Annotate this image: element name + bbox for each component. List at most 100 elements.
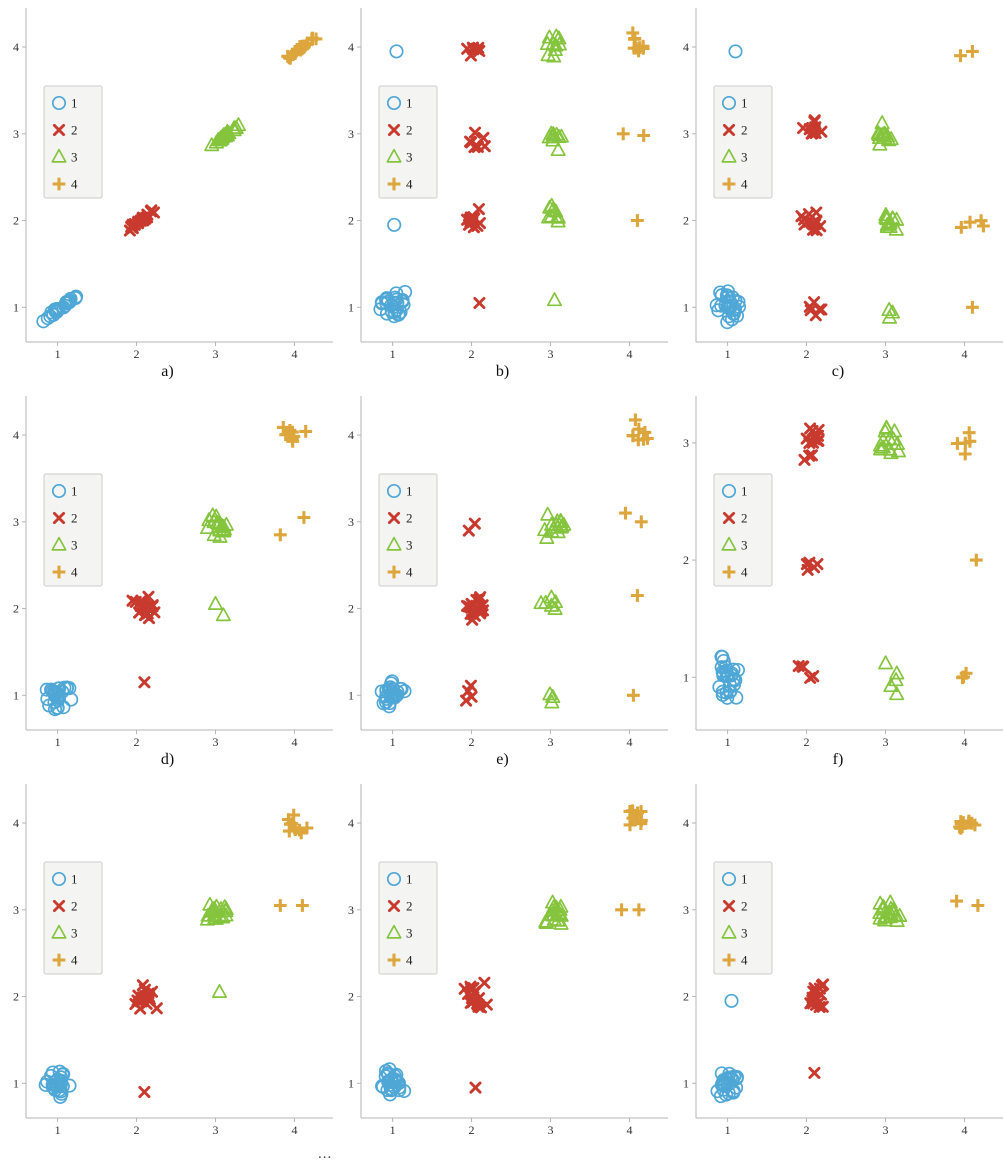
marker-triangle <box>875 432 891 447</box>
legend: 1 2 3 4 <box>378 473 438 587</box>
marker-triangle <box>386 924 402 939</box>
marker-circle <box>721 483 737 499</box>
marker-x <box>804 304 817 317</box>
tick-labels: 1 2 3 4 1 2 3 4 <box>348 816 632 1137</box>
marker-triangle <box>215 523 232 538</box>
marker-x <box>800 558 813 571</box>
marker-triangle <box>889 435 905 450</box>
legend-label: 1 <box>741 484 748 499</box>
y-tick-label: 3 <box>348 903 354 917</box>
legend-label: 2 <box>741 511 748 526</box>
marker-plus <box>632 903 646 917</box>
marker-triangle <box>872 895 888 910</box>
marker-triangle <box>884 304 901 319</box>
legend-label: 2 <box>71 899 78 914</box>
legend-label: 4 <box>71 177 78 192</box>
marker-circle <box>51 871 67 887</box>
legend-box <box>713 85 773 199</box>
legend-label: 3 <box>71 150 78 165</box>
marker-circle <box>386 483 402 499</box>
marker-plus <box>296 899 309 912</box>
marker-plus <box>301 37 314 50</box>
marker-triangle <box>542 199 558 214</box>
marker-plus <box>965 816 979 830</box>
x-tick-label: 1 <box>55 1123 61 1137</box>
marker-plus <box>273 899 287 912</box>
marker-triangle <box>885 431 902 446</box>
marker-circle <box>51 95 67 111</box>
marker-x <box>473 44 486 58</box>
marker-circle <box>55 1067 70 1082</box>
marker-x <box>134 1002 147 1015</box>
scatter-plot-d: 1 2 3 4 1 2 3 4 1 2 3 4 <box>13 396 333 749</box>
x-tick-label: 1 <box>725 1123 731 1137</box>
legend: 1 2 3 4 <box>378 85 438 199</box>
y-tick-label: 1 <box>13 1076 19 1090</box>
marker-triangle <box>553 512 569 527</box>
marker-x <box>805 449 818 462</box>
marker-x <box>465 690 478 703</box>
marker-x <box>136 979 149 992</box>
marker-triangle <box>550 142 566 157</box>
marker-plus <box>966 300 979 314</box>
axes <box>692 8 1003 346</box>
marker-triangle <box>877 908 893 923</box>
marker-triangle <box>545 689 561 704</box>
marker-triangle <box>550 213 566 228</box>
marker-x <box>135 594 148 607</box>
marker-x <box>387 899 401 913</box>
marker-circle <box>728 44 743 59</box>
legend-label: 4 <box>741 953 748 968</box>
y-tick-label: 1 <box>348 1076 354 1090</box>
scatter-plot-i: 1 2 3 4 1 2 3 4 1 2 3 4 <box>683 784 1003 1137</box>
y-tick-label: 1 <box>683 300 689 314</box>
marker-x <box>478 140 491 153</box>
y-tick-label: 3 <box>683 903 689 917</box>
marker-x <box>807 670 820 683</box>
x-tick-label: 4 <box>626 1123 632 1137</box>
marker-x <box>472 1000 485 1013</box>
marker-plus <box>629 41 643 55</box>
marker-plus <box>631 214 644 227</box>
y-tick-label: 4 <box>348 40 354 54</box>
marker-plus <box>52 177 66 191</box>
marker-plus <box>722 953 736 967</box>
marker-triangle <box>543 597 560 612</box>
marker-plus <box>969 553 983 567</box>
marker-circle <box>389 292 404 307</box>
marker-x <box>464 215 477 228</box>
marker-circle <box>719 685 734 700</box>
marker-plus <box>950 894 963 908</box>
marker-plus <box>958 447 972 461</box>
x-tick-label: 3 <box>213 1123 219 1137</box>
tick-labels: 1 2 3 4 1 2 3 <box>683 436 967 749</box>
marker-circle <box>389 286 404 301</box>
y-tick-label: 4 <box>683 816 689 830</box>
marker-triangle <box>51 536 67 551</box>
legend-label: 3 <box>741 150 748 165</box>
marker-plus <box>299 425 313 438</box>
y-tick-label: 2 <box>348 990 354 1004</box>
scatter-plot-e: 1 2 3 4 1 2 3 4 1 2 3 4 <box>348 396 668 749</box>
legend-label: 3 <box>406 926 413 941</box>
legend-label: 3 <box>406 150 413 165</box>
subplot-caption-c: c) <box>831 363 845 380</box>
marker-plus <box>634 515 648 529</box>
x-tick-label: 4 <box>291 1123 297 1137</box>
marker-x <box>806 424 819 438</box>
marker-triangle <box>889 912 905 927</box>
tick-labels: 1 2 3 4 1 2 3 4 <box>683 816 967 1137</box>
truncated-caption-ellipsis: ... <box>318 1146 333 1162</box>
marker-circle <box>55 684 70 699</box>
tick-labels: 1 2 3 4 1 2 3 4 <box>348 428 632 749</box>
legend-label: 3 <box>406 538 413 553</box>
marker-circle <box>389 44 404 59</box>
marker-triangle <box>218 901 234 916</box>
marker-triangle <box>883 900 899 915</box>
x-tick-label: 3 <box>883 347 889 361</box>
marker-x <box>798 453 811 466</box>
subplot-cell-i: 1 2 3 4 1 2 3 4 1 2 3 4 <box>670 776 1006 1164</box>
legend-label: 4 <box>406 953 413 968</box>
scatter-points <box>712 419 983 705</box>
marker-x <box>810 206 823 219</box>
